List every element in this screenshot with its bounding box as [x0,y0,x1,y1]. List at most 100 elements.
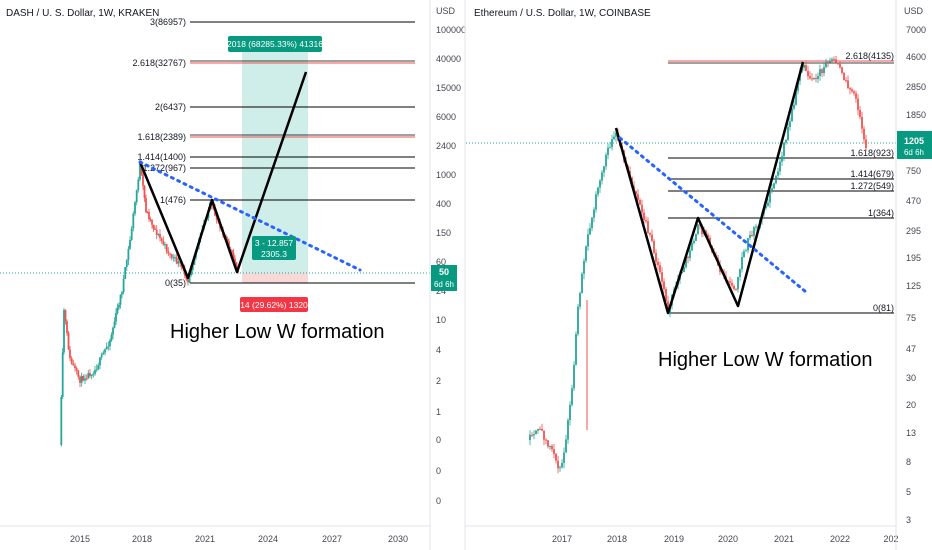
candle-body [689,250,691,258]
candle-body [170,254,173,258]
candle-body [649,232,651,235]
candle-body [589,228,591,235]
candle-body [609,147,611,149]
candle-body [841,67,843,73]
dash-fib-label: 1.414(1400) [137,152,186,162]
eth-w-pattern [614,61,805,315]
candle-body [839,64,841,68]
candle-body [60,397,63,445]
candle-body [767,202,769,206]
candle-body [735,288,737,290]
eth-fib-label: 2.618(4135) [845,51,894,61]
candle-body [75,368,78,371]
candle-body [177,261,180,264]
candle-body [647,221,649,233]
candle-body [695,233,697,241]
candle-body [165,244,168,252]
dash-target-badge [228,36,322,52]
candle-body [541,429,543,431]
dash-fib-label: 1.618(2389) [137,132,186,142]
candle-body [653,240,655,253]
eth-y-tick: 1850 [906,110,926,120]
candle-body [539,428,541,430]
eth-chart-panel: Ethereum / U.S. Dollar, 1W, COINBASE USD 7… [466,6,932,544]
eth-fib-label: 1.414(679) [850,169,894,179]
candle-body [92,373,95,375]
candle-body [795,90,797,105]
dash-y-tick: 6000 [436,112,456,122]
candle-body [130,228,133,240]
candle-body [837,62,839,65]
candle-body [587,234,589,247]
candle-body [179,261,181,263]
candle-body [102,352,105,355]
candle-body [164,244,166,246]
candle-body [142,173,144,186]
dash-y-tick: 2400 [436,141,456,151]
candle-body [235,262,238,269]
candle-body [777,171,779,176]
dash-ratio-sub: 2305.3 [261,249,287,259]
candle-body [95,369,98,371]
candle-body [549,446,551,447]
candle-body [119,294,122,305]
dash-x-tick: 2024 [258,534,278,544]
eth-fib-label: 1.272(549) [850,181,894,191]
dash-ratio-label: 3 - 12.857 [255,238,294,248]
candle-body [90,374,93,377]
candle-body [663,281,665,290]
dash-price-timer: 6d 6h [434,280,454,289]
candle-body [819,69,821,76]
candle-body [69,349,71,359]
candle-body [857,98,859,110]
candle-body [635,191,637,195]
candle-body [697,224,699,234]
eth-price-badge [897,131,932,159]
candle-body [637,194,639,200]
eth-currency-label: USD [904,6,924,16]
candle-body [146,212,149,213]
eth-x-tick: 2019 [664,534,684,544]
candle-body [172,257,175,259]
candle-body [132,213,135,229]
candle-body [611,139,613,148]
candle-body [152,224,155,229]
candle-body [61,352,64,397]
candle-body [731,282,733,286]
candle-body [861,116,863,129]
candle-body [167,251,170,254]
candle-body [577,306,579,335]
candle-body [749,235,751,239]
dash-trend-line [138,160,362,272]
dash-chart-title: DASH / U. S. Dollar, 1W, KRAKEN [6,8,159,19]
candle-body [605,154,607,167]
candle-body [827,61,829,63]
candle-body [155,229,158,235]
candle-body [835,59,837,63]
dash-w-pattern [138,71,308,280]
candle-body [833,59,835,61]
dash-y-tick: 0 [436,496,441,506]
candle-body [655,252,657,262]
candle-body [641,204,643,213]
candle-body [109,340,111,347]
dash-y-tick: 15000 [436,83,461,93]
eth-price-now: 1205 [904,136,924,146]
eth-y-tick: 195 [906,253,921,263]
candle-body [685,256,687,268]
eth-annotation: Higher Low W formation [658,349,873,371]
candle-body [551,446,553,450]
candle-body [567,420,569,440]
candle-body [148,212,150,220]
dash-fib-label: 2.618(32767) [132,58,186,68]
candle-body [188,275,191,283]
candle-body [789,121,791,127]
candle-body [87,373,90,379]
candle-body [74,365,76,369]
candle-body [665,289,667,302]
candle-body [817,76,819,79]
candle-body [607,147,609,155]
candle-body [72,363,75,366]
candle-body [823,67,825,74]
dash-fib-label: 1.272(967) [142,163,186,173]
